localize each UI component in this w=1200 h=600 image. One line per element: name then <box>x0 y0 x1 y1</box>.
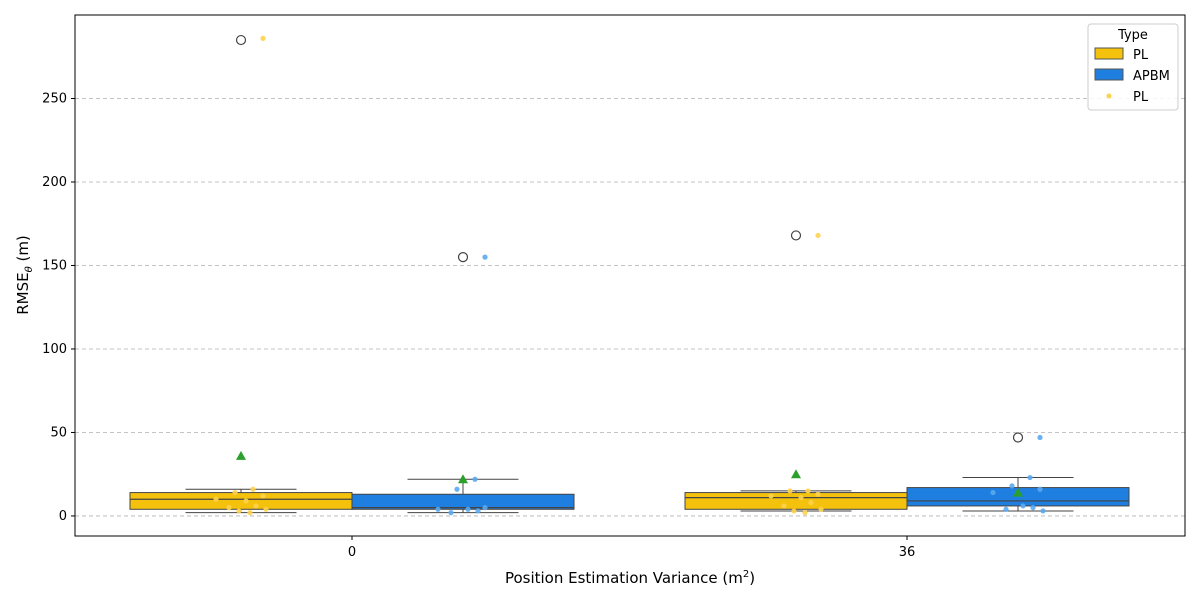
box-pl-36 <box>684 230 908 512</box>
x-tick-label-36: 36 <box>899 545 916 560</box>
data-point-pl-0-1 <box>250 486 256 492</box>
data-point-pl-0-0 <box>260 35 266 41</box>
data-point-apbm-0-5 <box>465 506 471 512</box>
outlier-0 <box>235 34 247 46</box>
data-point-pl-36-7 <box>781 503 787 509</box>
mean-marker <box>791 469 801 479</box>
x-axis-title: Position Estimation Variance (m2) <box>505 569 755 587</box>
data-point-pl-0-8 <box>263 506 269 512</box>
legend-title: Type <box>1117 28 1148 43</box>
legend-swatch-pl <box>1094 47 1124 60</box>
data-point-apbm-0-6 <box>475 508 481 514</box>
mean-marker <box>1013 487 1023 497</box>
data-point-apbm-0-1 <box>472 476 478 482</box>
y-tick-label-100: 100 <box>42 342 67 357</box>
box-iqr <box>129 492 353 510</box>
data-point-pl-36-2 <box>787 488 793 494</box>
y-tick-label-250: 250 <box>42 91 67 106</box>
data-point-pl-0-10 <box>247 510 253 516</box>
legend-label-pl-points: PL <box>1133 90 1149 105</box>
x-axis-ticks: 0 36 <box>348 536 915 560</box>
data-point-pl-36-3 <box>815 491 821 497</box>
data-point-pl-36-9 <box>791 508 797 514</box>
legend: Type PL APBM PL <box>1087 23 1179 111</box>
y-tick-label-200: 200 <box>42 175 67 190</box>
data-point-pl-0-2 <box>232 489 238 496</box>
box-apbm-0 <box>351 252 575 514</box>
outlier-0 <box>790 230 802 241</box>
box-iqr <box>351 493 575 510</box>
data-point-pl-36-6 <box>808 500 814 506</box>
boxes-layer <box>129 34 1130 514</box>
data-point-apbm-36-6 <box>1030 505 1036 511</box>
data-point-apbm-36-0 <box>1037 434 1043 441</box>
y-axis-title: RMSEθ (m) <box>14 235 35 315</box>
data-point-pl-36-4 <box>768 493 774 499</box>
legend-label-apbm: APBM <box>1133 69 1170 84</box>
y-tick-label-50: 50 <box>50 425 67 440</box>
data-point-pl-0-3 <box>260 493 266 499</box>
y-tick-label-150: 150 <box>42 258 67 273</box>
data-point-pl-36-1 <box>805 488 811 494</box>
legend-frame <box>1087 23 1179 111</box>
data-point-pl-0-9 <box>236 508 242 514</box>
data-point-pl-36-10 <box>802 510 808 516</box>
data-point-apbm-0-2 <box>454 486 460 492</box>
y-grid <box>75 98 1185 517</box>
y-tick-label-0: 0 <box>59 509 67 524</box>
data-point-apbm-36-7 <box>1003 506 1009 512</box>
data-point-apbm-0-3 <box>482 505 488 511</box>
data-point-pl-0-6 <box>253 503 259 509</box>
box-apbm-36 <box>906 432 1130 512</box>
mean-marker <box>458 474 468 484</box>
data-point-apbm-36-3 <box>1037 486 1043 492</box>
data-point-apbm-36-8 <box>1040 508 1046 514</box>
plot-frame <box>74 14 1186 537</box>
data-point-apbm-0-7 <box>448 510 454 516</box>
mean-marker <box>236 450 246 460</box>
outlier-0 <box>1012 432 1024 443</box>
points-layer <box>213 35 1046 516</box>
y-axis-ticks: 0 50 100 150 200 250 <box>42 91 75 524</box>
data-point-apbm-36-1 <box>1027 474 1033 481</box>
data-point-pl-36-0 <box>815 232 821 239</box>
data-point-pl-36-8 <box>818 506 824 512</box>
outlier-0 <box>457 252 469 263</box>
x-tick-label-0: 0 <box>348 545 356 560</box>
legend-label-pl: PL <box>1133 48 1149 63</box>
box-iqr <box>684 492 908 510</box>
data-point-pl-0-5 <box>243 498 249 504</box>
data-point-apbm-36-5 <box>1020 503 1026 509</box>
data-point-pl-0-7 <box>226 505 232 511</box>
data-point-pl-36-5 <box>798 494 804 501</box>
data-point-pl-0-4 <box>213 496 219 502</box>
data-point-apbm-36-2 <box>1009 483 1015 489</box>
data-point-apbm-0-4 <box>435 506 441 512</box>
data-point-apbm-36-4 <box>990 489 996 496</box>
legend-swatch-apbm <box>1094 68 1124 81</box>
legend-marker-pl-points <box>1106 93 1112 99</box>
box-pl-0 <box>129 34 353 514</box>
data-point-apbm-0-0 <box>482 254 488 260</box>
